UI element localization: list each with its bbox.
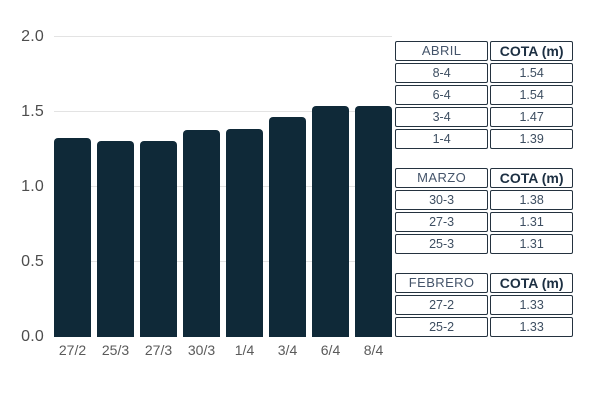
x-tick-label: 27/2	[58, 342, 87, 358]
table-row: 1-4 1.39	[395, 129, 573, 149]
date-cell: 25-3	[395, 234, 489, 254]
bar-1-4	[226, 128, 263, 337]
bar-3-4	[269, 116, 306, 337]
y-tick-label: 0.0	[21, 328, 44, 345]
x-tick-label: 1/4	[234, 342, 255, 358]
date-cell: 1-4	[395, 129, 489, 149]
table-row: 6-4 1.54	[395, 85, 573, 105]
month-header: MARZO	[395, 168, 489, 188]
cota-bar-chart: 0.0 0.5 1.0 1.5 2.0 27/2 25/3 27/3 30/3 1/4 3/4 6/…	[0, 0, 392, 400]
table-row: 30-3 1.38	[395, 190, 573, 210]
table-row: 27-3 1.31	[395, 212, 573, 232]
table-row: 25-2 1.33	[395, 317, 573, 337]
cota-table-febrero: FEBRERO COTA (m) 27-2 1.33 25-2 1.33	[393, 271, 575, 339]
y-axis-labels: 0.0 0.5 1.0 1.5 2.0	[0, 0, 44, 400]
cota-value-cell: 1.39	[490, 129, 573, 149]
x-tick-label: 6/4	[320, 342, 341, 358]
cota-value-cell: 1.54	[490, 63, 573, 83]
y-tick-label: 0.5	[21, 253, 44, 270]
bar-8-4	[355, 106, 392, 337]
table-row: 27-2 1.33	[395, 295, 573, 315]
y-tick-label: 1.0	[21, 178, 44, 195]
cota-value-cell: 1.33	[490, 317, 573, 337]
gridline	[54, 186, 392, 187]
bar-30-3	[183, 130, 220, 337]
x-tick-label: 30/3	[187, 342, 216, 358]
cota-header: COTA (m)	[490, 273, 573, 293]
x-tick-label: 8/4	[363, 342, 384, 358]
bar-27-2	[54, 137, 91, 337]
cota-value-cell: 1.38	[490, 190, 573, 210]
cota-value-cell: 1.54	[490, 85, 573, 105]
cota-header: COTA (m)	[490, 168, 573, 188]
cota-value-cell: 1.33	[490, 295, 573, 315]
month-header: FEBRERO	[395, 273, 489, 293]
gridline	[54, 36, 392, 37]
cota-header: COTA (m)	[490, 41, 573, 61]
cota-table-abril: ABRIL COTA (m) 8-4 1.54 6-4 1.54 3-4 1.47 1-4 1.3…	[393, 39, 575, 151]
cota-table-marzo: MARZO COTA (m) 30-3 1.38 27-3 1.31 25-3 1.31	[393, 166, 575, 256]
bar-6-4	[312, 106, 349, 337]
table-row: 25-3 1.31	[395, 234, 573, 254]
table-row: 8-4 1.54	[395, 63, 573, 83]
y-tick-label: 1.5	[21, 103, 44, 120]
x-tick-label: 27/3	[144, 342, 173, 358]
table-row: 3-4 1.47	[395, 107, 573, 127]
date-cell: 30-3	[395, 190, 489, 210]
cota-value-cell: 1.47	[490, 107, 573, 127]
bar-25-3	[97, 140, 134, 337]
date-cell: 27-3	[395, 212, 489, 232]
x-tick-label: 3/4	[277, 342, 298, 358]
plot-area	[54, 36, 392, 337]
date-cell: 25-2	[395, 317, 489, 337]
cota-value-cell: 1.31	[490, 234, 573, 254]
x-tick-label: 25/3	[101, 342, 130, 358]
bar-series	[54, 37, 392, 337]
date-cell: 6-4	[395, 85, 489, 105]
x-axis-labels: 27/2 25/3 27/3 30/3 1/4 3/4 6/4 8/4	[54, 342, 392, 358]
month-header: ABRIL	[395, 41, 489, 61]
y-tick-label: 2.0	[21, 28, 44, 45]
date-cell: 8-4	[395, 63, 489, 83]
date-cell: 3-4	[395, 107, 489, 127]
date-cell: 27-2	[395, 295, 489, 315]
gridline	[54, 111, 392, 112]
gridline	[54, 261, 392, 262]
cota-tables-panel: ABRIL COTA (m) 8-4 1.54 6-4 1.54 3-4 1.47 1-4 1.3…	[393, 39, 575, 339]
cota-value-cell: 1.31	[490, 212, 573, 232]
bar-27-3	[140, 140, 177, 337]
